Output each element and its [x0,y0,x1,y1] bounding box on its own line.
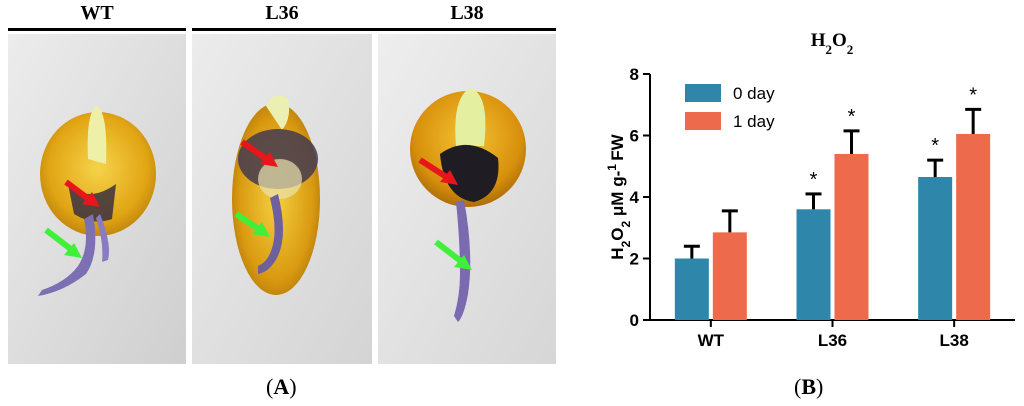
bar-l38-1 [956,133,991,320]
column-label-wt: WT [80,2,114,24]
photo-l36 [192,34,372,364]
green-arrow-icon [64,243,82,258]
bar-l36-1 [834,153,869,320]
x-tick-label: L36 [818,331,847,350]
photo-wt [8,34,186,364]
panel-a: WT L36 L38 [8,2,556,399]
y-tick-label: 0 [630,311,639,330]
column-label-l38: L38 [450,2,484,24]
significance-marker: * [969,84,977,106]
seed-kernel [40,112,156,236]
significance-marker: * [848,106,856,128]
red-arrow-icon [82,192,100,207]
panel-b-chart: H2O2 H2O2 μM g-1 FW 0 2 4 6 8 WT L36 * * L38 * * 0 day… [575,0,1024,370]
h2o2-bar-chart: H2O2 H2O2 μM g-1 FW 0 2 4 6 8 WT L36 * * L38 * * 0 day… [605,30,1015,350]
panel-label-a: (A) [266,374,297,399]
y-tick-label: 6 [630,127,639,146]
red-arrow-icon [260,152,278,167]
red-arrow-icon [440,170,458,185]
y-tick-label: 8 [630,65,639,84]
photo-l38 [378,34,556,364]
significance-marker: * [931,135,939,157]
bar-l36-0 [796,209,831,320]
x-tick-label: WT [698,331,725,350]
green-arrow-icon [454,255,472,270]
shoot [266,95,290,130]
green-arrow-icon [252,222,270,237]
legend-label-1: 1 day [733,112,775,131]
y-tick-label: 4 [630,188,640,207]
column-rule-transgenic [192,28,556,31]
bar-l38-0 [918,177,953,320]
legend-swatch-0 [685,84,721,102]
panel-label-b: (B) [794,374,824,399]
bar-wt-1 [712,232,747,320]
column-rule-wt [8,28,186,31]
shoot [87,106,107,164]
column-label-l36: L36 [265,2,299,24]
legend-swatch-1 [685,112,721,130]
shoot [455,88,486,146]
root [258,194,283,274]
x-tick-label: L38 [940,331,969,350]
y-axis-label: H2O2 μM g-1 FW [605,133,633,259]
significance-marker: * [810,169,818,191]
legend-label-0: 0 day [733,84,775,103]
chart-title: H2O2 [811,30,854,57]
y-tick-label: 2 [630,250,639,269]
root [38,214,96,296]
bar-wt-0 [674,258,709,320]
